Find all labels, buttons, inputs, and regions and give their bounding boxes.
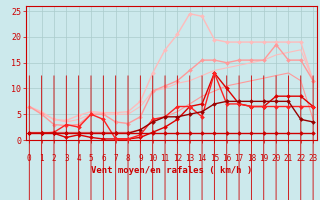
Text: Vent moyen/en rafales ( km/h ): Vent moyen/en rafales ( km/h ) — [91, 166, 252, 175]
